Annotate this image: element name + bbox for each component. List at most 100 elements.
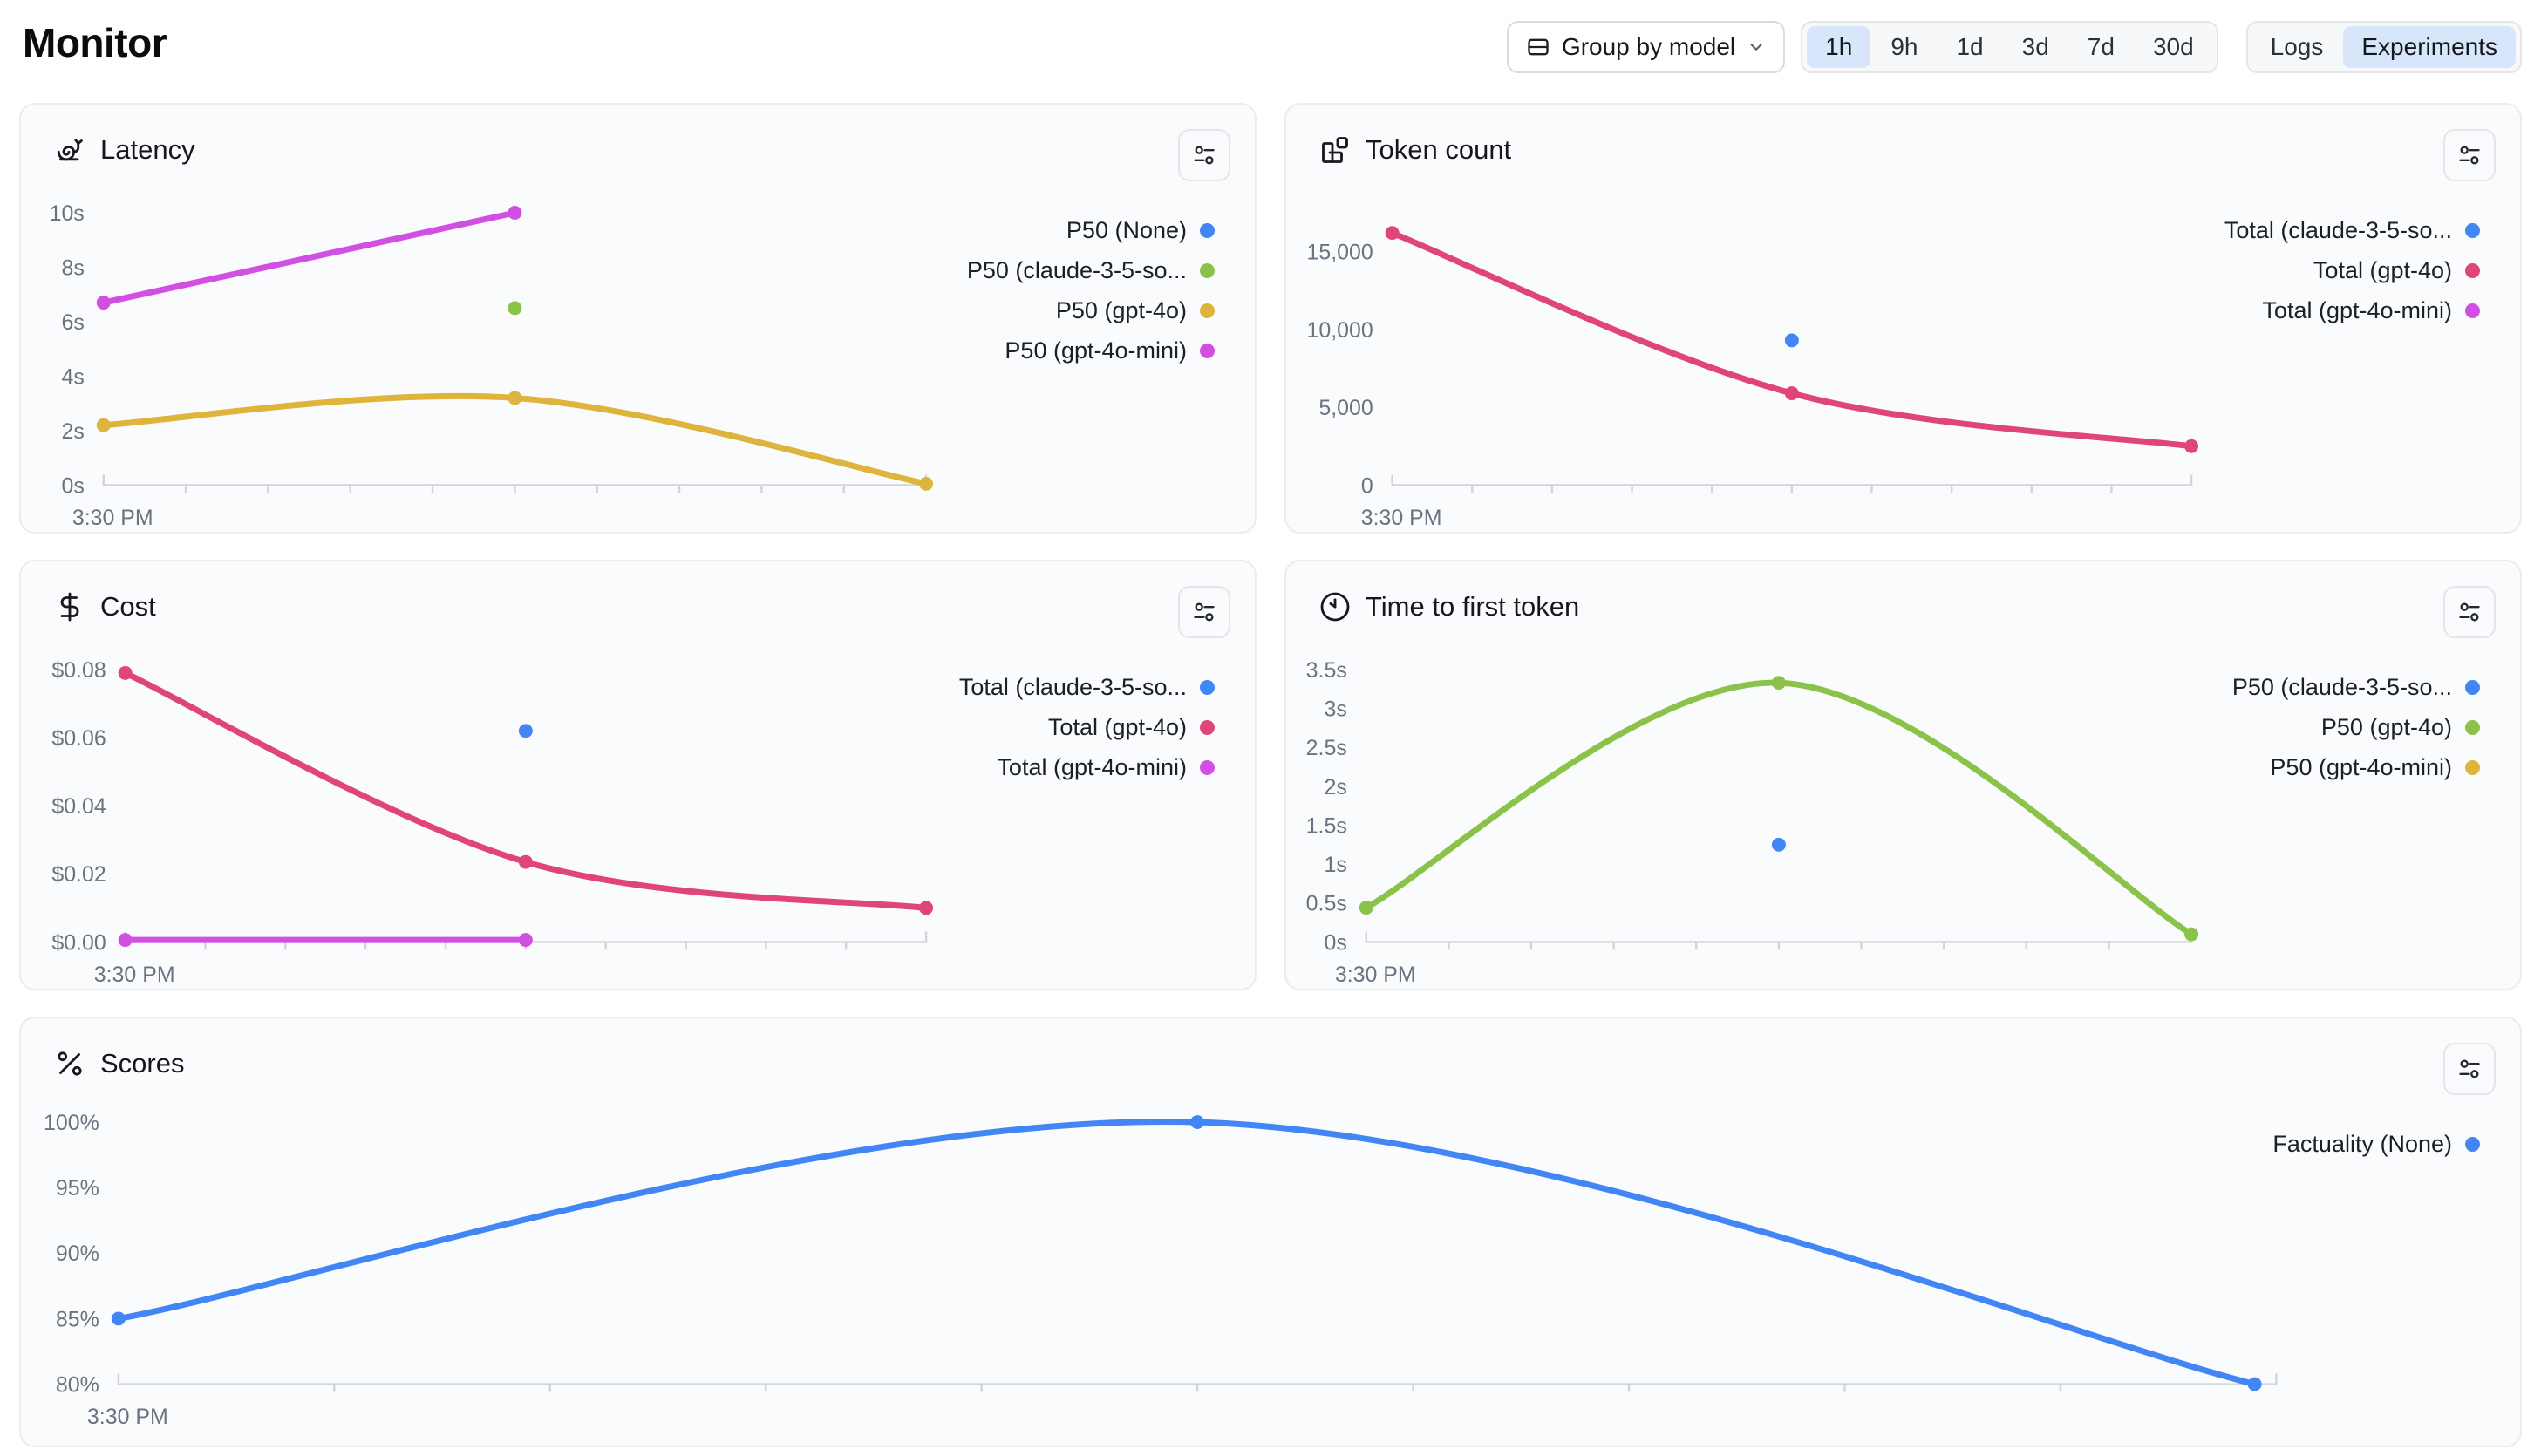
ttft-legend: P50 (claude-3-5-so... P50 (gpt-4o) P50 (…	[2232, 671, 2480, 784]
latency-card-header: Latency	[54, 134, 195, 166]
svg-text:10s: 10s	[50, 201, 85, 226]
time-range-9h[interactable]: 9h	[1872, 26, 1936, 68]
token-count-settings-button[interactable]	[2443, 129, 2496, 181]
ttft-card-title: Time to first token	[1366, 591, 1580, 622]
legend-item[interactable]: Total (gpt-4o)	[1048, 711, 1215, 744]
svg-text:3:30 PM: 3:30 PM	[94, 963, 175, 987]
legend-dot	[2465, 760, 2480, 775]
time-range-3d[interactable]: 3d	[2004, 26, 2068, 68]
svg-text:0: 0	[1361, 473, 1373, 498]
svg-text:85%: 85%	[56, 1307, 99, 1331]
legend-item[interactable]: Factuality (None)	[2272, 1128, 2480, 1160]
snail-icon	[54, 134, 85, 166]
cost-card-header: Cost	[54, 591, 156, 623]
svg-text:5,000: 5,000	[1318, 396, 1373, 420]
svg-text:4s: 4s	[61, 364, 84, 389]
svg-text:10,000: 10,000	[1306, 318, 1373, 343]
svg-text:95%: 95%	[56, 1176, 99, 1201]
time-to-first-token-card: 3.5s 3s 2.5s 2s 1.5s 1s 0.5s 0s 3:30 PM Time to …	[1284, 560, 2522, 990]
svg-text:6s: 6s	[61, 310, 84, 335]
rows-icon	[1526, 35, 1550, 59]
scores-card-title: Scores	[100, 1048, 185, 1078]
legend-item[interactable]: P50 (claude-3-5-so...	[2232, 671, 2480, 704]
svg-text:0s: 0s	[61, 473, 84, 498]
svg-text:$0.04: $0.04	[51, 794, 106, 819]
blocks-icon	[1319, 134, 1351, 166]
legend-item[interactable]: P50 (gpt-4o)	[2321, 711, 2480, 744]
svg-text:3:30 PM: 3:30 PM	[1361, 506, 1442, 530]
time-range-30d[interactable]: 30d	[2135, 26, 2212, 68]
legend-item[interactable]: P50 (claude-3-5-so...	[967, 255, 1215, 287]
clock-icon	[1319, 591, 1351, 623]
legend-item[interactable]: Total (gpt-4o)	[2313, 255, 2480, 287]
cost-card: $0.08 $0.06 $0.04 $0.02 $0.00 3:30 PM Cost To…	[19, 560, 1257, 990]
svg-text:3:30 PM: 3:30 PM	[1335, 963, 1416, 987]
legend-item[interactable]: P50 (gpt-4o-mini)	[2270, 752, 2480, 784]
legend-item[interactable]: P50 (gpt-4o-mini)	[1005, 335, 1215, 367]
cost-chart[interactable]: $0.08 $0.06 $0.04 $0.02 $0.00 3:30 PM	[21, 561, 1255, 989]
svg-text:8s: 8s	[61, 255, 84, 280]
scores-card: 100% 95% 90% 85% 80% 3:30 PM Scores Factualit…	[19, 1017, 2522, 1447]
latency-settings-button[interactable]	[1178, 129, 1230, 181]
group-by-model-button[interactable]: Group by model	[1506, 21, 1786, 73]
svg-text:3:30 PM: 3:30 PM	[87, 1405, 168, 1429]
scores-legend: Factuality (None)	[2272, 1128, 2480, 1160]
sliders-icon	[1194, 602, 1215, 622]
legend-item[interactable]: P50 (None)	[1066, 214, 1215, 247]
svg-text:80%: 80%	[56, 1373, 99, 1398]
scores-chart[interactable]: 100% 95% 90% 85% 80% 3:30 PM	[21, 1018, 2520, 1446]
charts-grid: 10s 8s 6s 4s 2s 0s 3:30 PM Latency P50 (None) …	[19, 103, 2522, 1447]
legend-dot	[1200, 720, 1215, 735]
time-range-7d[interactable]: 7d	[2069, 26, 2133, 68]
svg-text:$0.08: $0.08	[51, 658, 106, 683]
svg-text:1s: 1s	[1324, 853, 1346, 877]
percent-icon	[54, 1048, 85, 1079]
latency-card: 10s 8s 6s 4s 2s 0s 3:30 PM Latency P50 (None) …	[19, 103, 1257, 534]
token-count-chart[interactable]: 15,000 10,000 5,000 0 3:30 PM	[1286, 105, 2520, 532]
time-range-1d[interactable]: 1d	[1938, 26, 2001, 68]
latency-chart[interactable]: 10s 8s 6s 4s 2s 0s 3:30 PM	[21, 105, 1255, 532]
svg-text:$0.02: $0.02	[51, 862, 106, 887]
legend-dot	[1200, 303, 1215, 318]
sliders-icon	[2459, 1059, 2480, 1078]
svg-text:2s: 2s	[1324, 775, 1346, 799]
header: Monitor Group by model 1h 9h 1d 3d 7d 30…	[0, 0, 2541, 98]
legend-dot	[2465, 680, 2480, 695]
svg-text:15,000: 15,000	[1306, 241, 1373, 265]
chevron-down-icon	[1747, 37, 1766, 57]
scores-settings-button[interactable]	[2443, 1043, 2496, 1095]
svg-text:3.5s: 3.5s	[1306, 658, 1347, 683]
svg-text:3s: 3s	[1324, 697, 1346, 722]
time-range-1h[interactable]: 1h	[1807, 26, 1871, 68]
scores-card-header: Scores	[54, 1048, 184, 1079]
view-toggle-experiments[interactable]: Experiments	[2343, 26, 2516, 68]
legend-item[interactable]: Total (gpt-4o-mini)	[2262, 295, 2480, 327]
cost-card-title: Cost	[100, 591, 156, 622]
svg-text:1.5s: 1.5s	[1306, 814, 1347, 839]
token-count-legend: Total (claude-3-5-so... Total (gpt-4o) T…	[2224, 214, 2480, 327]
latency-legend: P50 (None) P50 (claude-3-5-so... P50 (gp…	[967, 214, 1215, 367]
legend-item[interactable]: Total (claude-3-5-so...	[2224, 214, 2480, 247]
legend-dot	[2465, 263, 2480, 278]
legend-dot	[1200, 680, 1215, 695]
cost-settings-button[interactable]	[1178, 586, 1230, 638]
header-controls: Group by model 1h 9h 1d 3d 7d 30d Logs E…	[1506, 21, 2522, 73]
token-count-card-title: Token count	[1366, 134, 1512, 165]
legend-item[interactable]: P50 (gpt-4o)	[1056, 295, 1215, 327]
view-toggle-logs[interactable]: Logs	[2252, 26, 2342, 68]
dollar-icon	[54, 591, 85, 623]
legend-dot	[2465, 303, 2480, 318]
sliders-icon	[2459, 146, 2480, 165]
sliders-icon	[2459, 602, 2480, 622]
legend-item[interactable]: Total (gpt-4o-mini)	[997, 752, 1215, 784]
group-by-label: Group by model	[1561, 33, 1736, 60]
legend-item[interactable]: Total (claude-3-5-so...	[959, 671, 1215, 704]
time-to-first-token-chart[interactable]: 3.5s 3s 2.5s 2s 1.5s 1s 0.5s 0s 3:30 PM	[1286, 561, 2520, 989]
svg-text:$0.00: $0.00	[51, 930, 106, 955]
ttft-settings-button[interactable]	[2443, 586, 2496, 638]
svg-text:90%: 90%	[56, 1242, 99, 1266]
ttft-card-header: Time to first token	[1319, 591, 1579, 623]
token-count-card: 15,000 10,000 5,000 0 3:30 PM Token count To…	[1284, 103, 2522, 534]
legend-dot	[2465, 1137, 2480, 1152]
